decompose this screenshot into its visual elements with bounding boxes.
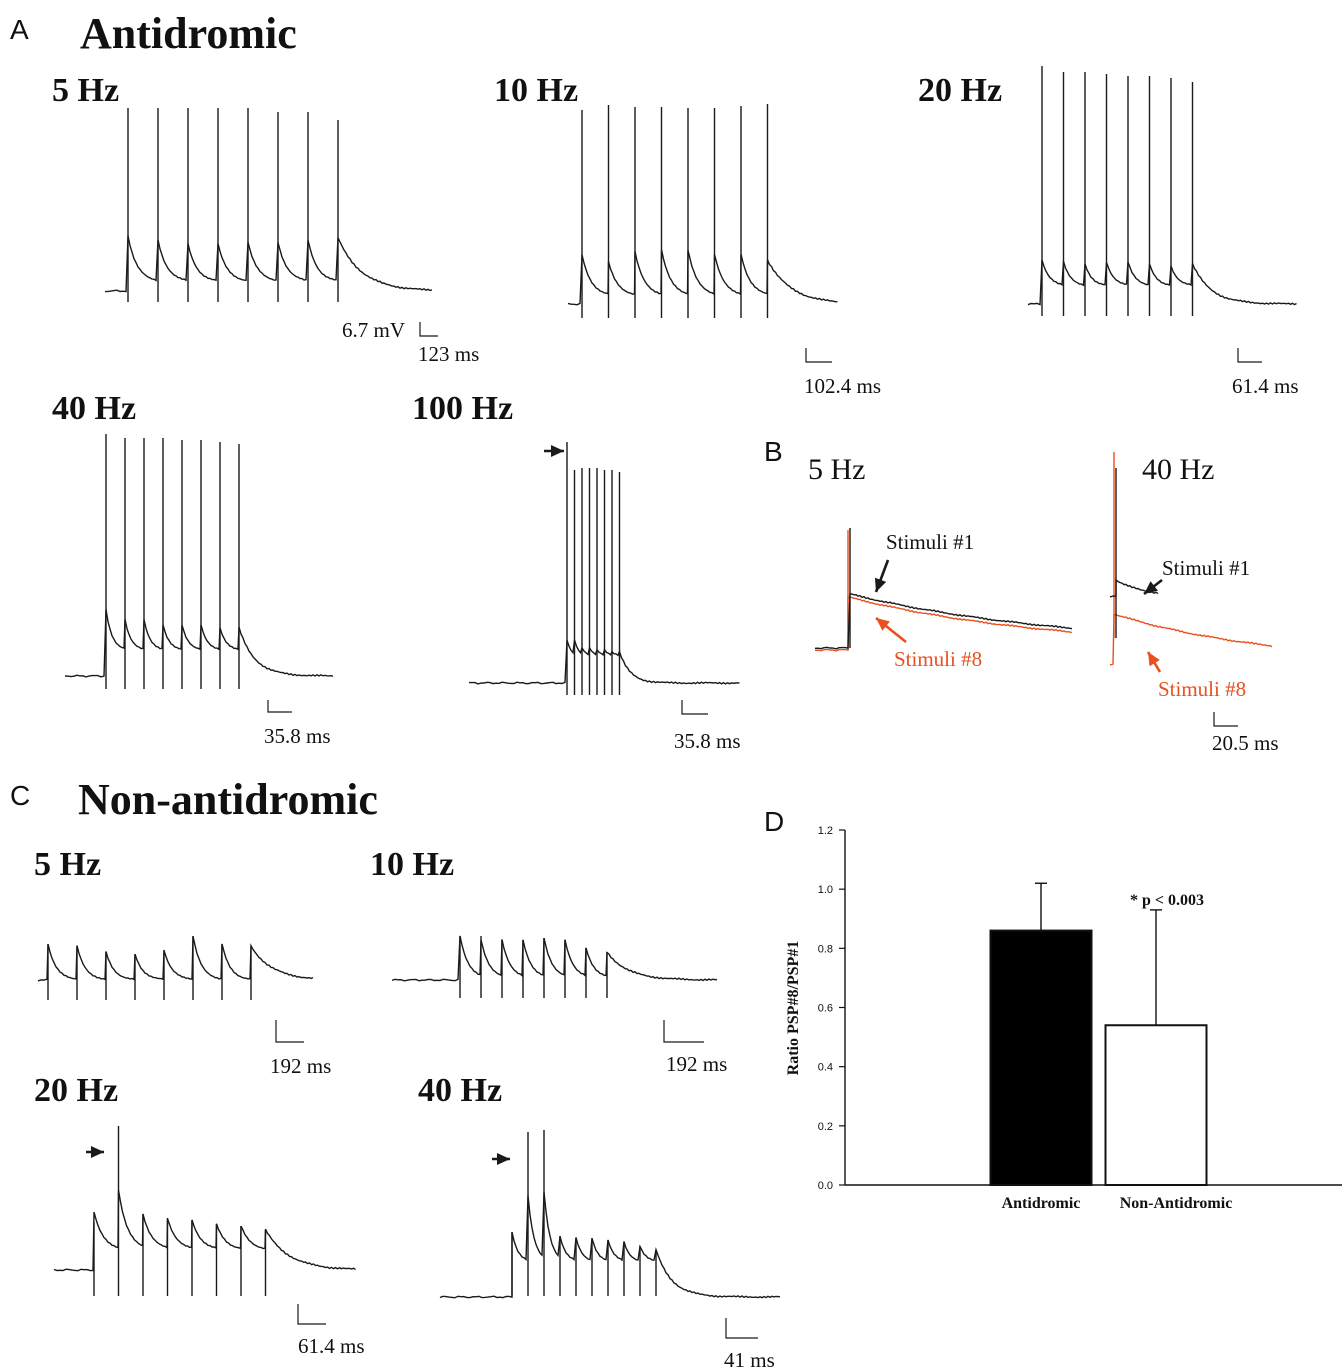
bar [1104,1024,1208,1186]
y-tick-label: 1.2 [818,825,833,837]
trace-c-5hz-line [37,936,314,982]
trace-a-5hz [104,108,433,302]
trace-b-5hz-stim8-line [814,596,1073,652]
scale-time-c-10hz: 192 ms [666,1052,728,1076]
trace-b-40hz-stim8 [1109,452,1273,666]
trace-title-c-5hz: 5 Hz [34,846,102,883]
scale-time-a-40hz: 35.8 ms [264,724,331,748]
bar [989,929,1093,1186]
panel-letter-c: C [10,780,31,811]
trace-title-c-20hz: 20 Hz [34,1072,119,1109]
scale-time-a-100hz: 35.8 ms [674,729,741,753]
scale-time-a-5hz: 123 ms [418,342,480,366]
trace-c-5hz [37,936,314,1000]
arrow-b-5hz-stim1-head [874,577,887,592]
significance-annotation: * p < 0.003 [1130,892,1204,909]
panel-a-title: Antidromic [80,9,297,58]
arrow-b-40hz-stim8 [1146,651,1162,673]
arrow-c-40hz [492,1153,510,1165]
y-tick-label: 0.2 [818,1121,833,1133]
y-tick-label: 1.0 [818,884,833,896]
trace-title-b-5hz: 5 Hz [808,453,866,486]
trace-a-100hz-line [469,639,740,685]
trace-title-c-40hz: 40 Hz [418,1072,503,1109]
trace-a-5hz-line [104,235,433,293]
stim8-label-b-40hz: Stimuli #8 [1158,677,1247,701]
trace-b-5hz-stim1 [814,528,1073,650]
trace-title-a-20hz: 20 Hz [918,72,1003,109]
scale-time-c-5hz: 192 ms [270,1054,332,1078]
trace-c-10hz [391,935,718,998]
arrow-c-20hz-head [91,1146,104,1158]
trace-a-100hz [469,442,740,695]
arrow-c-20hz [86,1146,104,1158]
trace-a-10hz-line [567,249,838,306]
y-tick-label: 0.6 [818,1003,833,1015]
arrow-b-40hz-stim8-head [1148,652,1160,667]
scale-bar-a-10hz [805,348,832,363]
y-tick-label: 0.4 [818,1062,833,1074]
trace-title-c-10hz: 10 Hz [370,846,455,883]
scale-time-a-20hz: 61.4 ms [1232,374,1299,398]
arrow-c-40hz-head [497,1153,510,1165]
trace-a-10hz [567,104,838,318]
scale-time-c-40hz: 41 ms [724,1348,775,1368]
arrow-b-5hz-stim8 [875,616,907,644]
scale-bar-a-20hz [1237,348,1262,363]
trace-c-40hz [439,1130,781,1299]
scale-bar-b [1213,712,1238,727]
stim8-label-b-5hz: Stimuli #8 [894,647,983,671]
scale-voltage-a-5hz: 6.7 mV [342,318,405,342]
panel-c-title: Non-antidromic [78,775,378,824]
x-tick-label: Non-Antidromic [1120,1195,1233,1212]
scale-time-c-20hz: 61.4 ms [298,1334,365,1358]
stim1-label-b-40hz: Stimuli #1 [1162,556,1251,580]
trace-a-40hz-line [64,609,334,678]
trace-title-a-40hz: 40 Hz [52,390,137,427]
trace-c-20hz-line [53,1190,356,1272]
stim1-label-b-5hz: Stimuli #1 [886,530,975,554]
scale-bar-a-5hz [419,322,438,337]
y-axis-label: Ratio PSP#8/PSP#1 [785,941,802,1076]
trace-title-a-100hz: 100 Hz [412,390,514,427]
arrow-b-40hz-stim1-head [1144,581,1158,594]
trace-c-20hz [53,1126,356,1296]
x-tick-label: Antidromic [1002,1195,1081,1212]
scale-bar-c-10hz [663,1020,704,1043]
trace-title-b-40hz: 40 Hz [1142,453,1215,486]
arrow-a-100hz [544,445,564,457]
y-tick-label: 0.0 [818,1180,833,1192]
scale-bar-c-40hz [725,1318,758,1339]
trace-title-a-10hz: 10 Hz [494,72,579,109]
trace-a-20hz-line [1027,259,1297,306]
scale-bar-a-100hz [681,700,708,715]
arrow-b-5hz-stim1 [874,559,890,593]
y-tick-label: 0.8 [818,943,833,955]
scale-time-b: 20.5 ms [1212,731,1279,755]
trace-a-40hz [64,434,334,689]
trace-b-5hz-stim1-line [814,592,1073,650]
arrow-a-100hz-head [551,445,564,457]
scale-bar-a-40hz [267,700,292,713]
scale-bar-c-5hz [275,1020,304,1043]
scale-bar-c-20hz [297,1304,326,1325]
panel-letter-a: A [10,14,29,45]
trace-title-a-5hz: 5 Hz [52,72,120,109]
trace-c-40hz-line [439,1192,781,1299]
trace-b-40hz-stim8-line [1109,613,1273,666]
panel-letter-b: B [764,436,783,467]
scale-time-a-10hz: 102.4 ms [804,374,882,398]
arrow-b-40hz-stim1 [1143,578,1163,596]
trace-a-20hz [1027,66,1297,316]
panel-letter-d: D [764,806,785,837]
arrow-b-5hz-stim8-head [876,618,890,631]
